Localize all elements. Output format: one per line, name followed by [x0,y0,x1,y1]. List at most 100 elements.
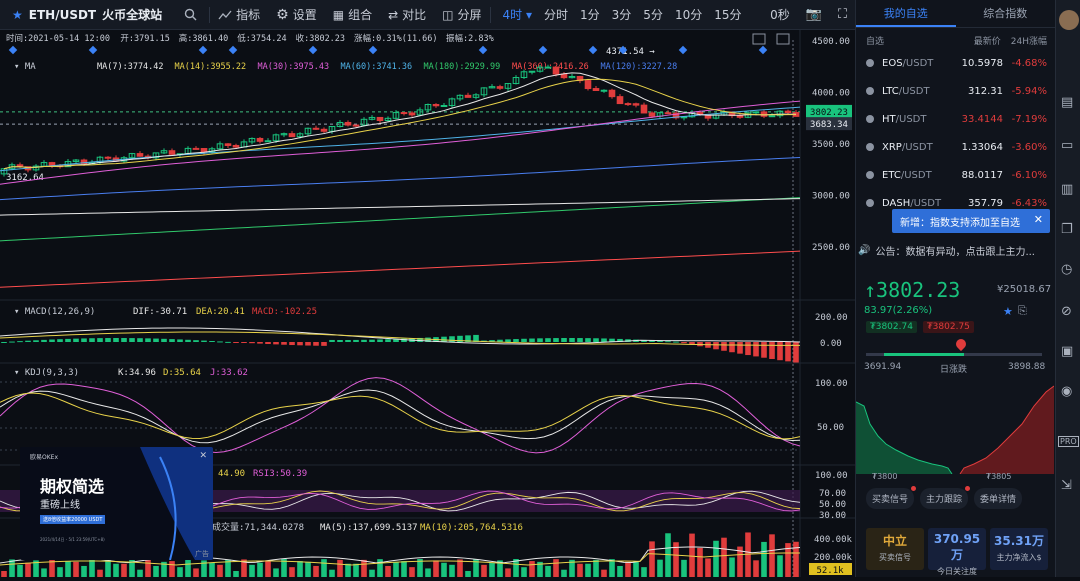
symbol-selector[interactable]: ★ ETH/USDT 火币全球站 [0,6,172,23]
tab-watchlist[interactable]: 我的自选 [856,0,956,27]
macd-bar [249,342,255,344]
bar-chart-icon[interactable]: ▥ [1061,182,1074,197]
stat-card[interactable]: 中立 买卖信号 [866,528,924,570]
chip-signal[interactable]: 买卖信号 [866,486,917,509]
coin-quote: /USDT [901,141,933,153]
macd-bar [233,342,239,343]
split-button[interactable]: ◫ 分屏 [434,0,489,30]
clipboard-icon[interactable]: ▣ [1061,344,1074,359]
split-icon: ◫ [442,7,454,22]
volume-bar [713,540,719,577]
event-marker [8,45,18,55]
settings-button[interactable]: ⚙ 设置 [268,0,325,30]
timeframe-6[interactable]: 15分 [714,8,742,22]
volume-bar [537,561,543,577]
candle-body [504,83,512,89]
timeframe-3[interactable]: 3分 [611,8,632,22]
search-button[interactable] [172,0,209,30]
timeframe-0[interactable]: 4时 ▾ [502,8,532,22]
candle-body [624,103,632,106]
watchlist-item[interactable]: HT/USDT 33.4144 -7.19% [856,105,1055,133]
volume-bar [89,559,95,577]
macd-bar [321,342,327,346]
macd-bar [601,338,607,342]
candle-body [400,112,408,115]
timeframe-5[interactable]: 10分 [674,8,703,22]
chip-tracking[interactable]: 主力跟踪 [920,486,971,509]
macd-bar [25,340,31,342]
price-axis-label: 3000.00 [812,192,850,202]
toast-message[interactable]: 新增：指数支持添加至自选 ✕ [892,209,1050,233]
rsi3-value: RSI3:50.39 [253,469,307,479]
candle-body [152,152,160,159]
candle-body [528,70,536,73]
chip-orders[interactable]: 委单详情 [974,488,1023,509]
ma30-line [0,100,801,185]
col-name[interactable]: 自选 [866,37,885,47]
candle-body [288,133,296,138]
watchlist-item[interactable]: DASH/USDT 357.79 -6.43% [856,189,1055,217]
macd-dif: DIF:-30.71 [133,307,187,317]
ad-close-icon[interactable]: ✕ [199,451,207,461]
share-icon[interactable]: ⎘ [1018,304,1027,317]
clock-icon[interactable]: ◷ [1061,262,1073,277]
chart-canvas[interactable]: 时间:2021-05-14 12:00 开:3791.15 高:3861.40 低:3… [0,30,855,577]
volume-axis: 400.00k [814,535,853,545]
fullscreen-button[interactable]: ⛶ [830,0,855,30]
feature-chips: 买卖信号 主力跟踪 委单详情 [866,486,1023,509]
volume-bar [401,561,407,577]
volume-bar [9,559,15,577]
col-change[interactable]: 24H涨幅 [1010,37,1047,47]
stat-card[interactable]: 370.95万 今日关注度 [928,528,986,576]
ruler-icon[interactable]: ⊘ [1061,304,1072,319]
exchange-name: 火币全球站 [102,8,163,22]
compare-button[interactable]: ⇄ 对比 [380,0,434,30]
announcement-text: 公告：数据有异动，点击跟上主力... [875,246,1035,258]
star-icon[interactable]: ★ [12,7,23,22]
copy-icon[interactable]: ❐ [1061,222,1073,237]
export-icon[interactable]: ⇲ [1061,478,1072,493]
ad-banner[interactable]: 欧易OKEx 期权简选 重磅上线 送8倍收益率20000 USDT 2021/4… [20,447,213,560]
symbol-name: ETH/USDT [28,7,97,22]
volume-bar [361,559,367,577]
candle-body [160,150,168,154]
candle-body [440,105,448,108]
avatar[interactable] [1059,10,1079,30]
close-icon[interactable]: ✕ [1033,213,1043,226]
candle-body [760,111,768,117]
fullscreen-toggle-icon [776,33,790,45]
watchlist-item[interactable]: EOS/USDT 10.5978 -4.68% [856,49,1055,77]
watchlist-item[interactable]: XRP/USDT 1.33064 -3.60% [856,133,1055,161]
candle-body [672,112,680,119]
combo-button[interactable]: ▦ 组合 [325,0,380,30]
candle-body [776,110,784,117]
timeframe-2[interactable]: 1分 [580,8,600,22]
price-axis-label: 3500.00 [812,140,850,150]
timeframe-1[interactable]: 分时 [544,8,569,22]
col-price[interactable]: 最新价 [973,37,1001,47]
stat-card[interactable]: 35.31万 主力净流入$ [990,528,1048,570]
document-icon[interactable]: ▭ [1061,138,1074,153]
volume-bar [585,563,591,577]
coin-name: XRP/USDT [882,141,933,153]
indicators-button[interactable]: 指标 [210,0,268,30]
volume-bar [81,565,87,577]
tab-index[interactable]: 综合指数 [983,7,1028,20]
volume-bar [169,561,175,577]
macd-bar [777,342,783,361]
favorite-star-icon[interactable]: ★ [1003,305,1013,318]
chart-area[interactable]: 时间:2021-05-14 12:00 开:3791.15 高:3861.40 低:3… [0,30,855,577]
screenshot-button[interactable]: 📷 [798,0,830,30]
coin-name: HT/USDT [882,113,927,125]
macd-bar [153,338,159,342]
volume-bar [97,569,103,577]
pro-icon[interactable]: PRO [1058,436,1079,447]
volume-bar [345,563,351,577]
timeframe-4[interactable]: 5分 [643,8,663,22]
volume-bar [465,570,471,577]
layout-icon[interactable]: ▤ [1061,95,1074,110]
user-icon[interactable]: ◉ [1061,384,1073,399]
announcement[interactable]: 🔊 公告：数据有异动，点击跟上主力... [858,240,1053,260]
watchlist-item[interactable]: ETC/USDT 88.0117 -6.10% [856,161,1055,189]
watchlist-item[interactable]: LTC/USDT 312.31 -5.94% [856,77,1055,105]
